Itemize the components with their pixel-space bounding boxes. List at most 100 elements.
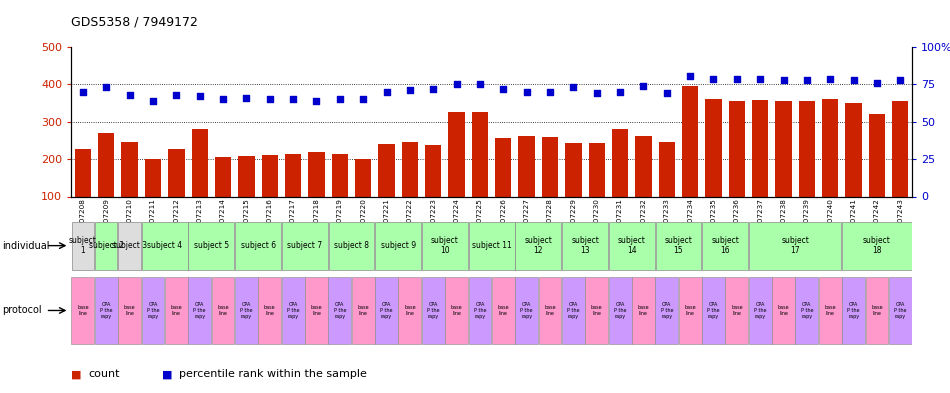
Bar	[468, 222, 515, 270]
Bar	[609, 277, 632, 344]
Point	[730, 75, 745, 82]
Text: CPA
P the
rapy: CPA P the rapy	[333, 302, 346, 319]
Bar	[589, 143, 605, 196]
Bar	[122, 142, 138, 196]
Bar	[749, 277, 771, 344]
Text: CPA
P the
rapy: CPA P the rapy	[521, 302, 533, 319]
Bar	[375, 222, 421, 270]
Bar	[772, 277, 795, 344]
Bar	[729, 101, 745, 196]
Text: CPA
P the
rapy: CPA P the rapy	[754, 302, 767, 319]
Text: CPA
P the
rapy: CPA P the rapy	[847, 302, 860, 319]
Bar	[846, 103, 862, 196]
Text: CPA
P the
rapy: CPA P the rapy	[474, 302, 486, 319]
Bar	[98, 133, 114, 196]
Text: protocol: protocol	[2, 305, 42, 316]
Point	[613, 89, 628, 95]
Text: subject
10: subject 10	[431, 236, 459, 255]
Text: subject 7: subject 7	[287, 241, 322, 250]
Bar	[726, 277, 749, 344]
Point	[309, 98, 324, 104]
Bar	[865, 277, 888, 344]
Bar	[165, 277, 188, 344]
Text: CPA
P the
rapy: CPA P the rapy	[707, 302, 720, 319]
Text: CPA
P the
rapy: CPA P the rapy	[801, 302, 813, 319]
Text: subject 8: subject 8	[334, 241, 369, 250]
Text: subject 9: subject 9	[381, 241, 416, 250]
Bar	[542, 137, 559, 196]
Text: base
line: base line	[871, 305, 883, 316]
Point	[893, 77, 908, 83]
Bar	[869, 114, 885, 196]
Bar	[329, 222, 374, 270]
Bar	[842, 277, 865, 344]
Text: CPA
P the
rapy: CPA P the rapy	[287, 302, 299, 319]
Bar	[71, 277, 94, 344]
Point	[706, 75, 721, 82]
Bar	[468, 277, 491, 344]
Bar	[235, 277, 257, 344]
Text: subject
17: subject 17	[781, 236, 809, 255]
Bar	[422, 222, 467, 270]
Text: subject
18: subject 18	[863, 236, 891, 255]
Bar	[142, 277, 164, 344]
Text: base
line: base line	[544, 305, 556, 316]
Text: subject 5: subject 5	[194, 241, 229, 250]
Point	[589, 90, 604, 97]
Bar	[352, 277, 374, 344]
Point	[355, 96, 370, 103]
Bar	[282, 222, 328, 270]
Point	[472, 81, 487, 88]
Text: CPA
P the
rapy: CPA P the rapy	[240, 302, 253, 319]
Bar	[238, 156, 255, 196]
Point	[449, 81, 465, 88]
Point	[216, 96, 231, 103]
Bar	[168, 149, 184, 196]
Text: subject
13: subject 13	[571, 236, 599, 255]
Bar	[843, 222, 912, 270]
Bar	[71, 222, 94, 270]
Text: percentile rank within the sample: percentile rank within the sample	[179, 369, 367, 379]
Text: count: count	[88, 369, 120, 379]
Text: base
line: base line	[498, 305, 509, 316]
Text: base
line: base line	[778, 305, 789, 316]
Text: subject 2: subject 2	[88, 241, 124, 250]
Text: subject
12: subject 12	[524, 236, 552, 255]
Point	[426, 86, 441, 92]
Text: CPA
P the
rapy: CPA P the rapy	[100, 302, 112, 319]
Point	[566, 84, 581, 91]
Text: base
line: base line	[684, 305, 696, 316]
Bar	[425, 145, 442, 196]
Point	[519, 89, 534, 95]
Text: ■: ■	[71, 369, 82, 379]
Bar	[795, 277, 818, 344]
Bar	[516, 222, 561, 270]
Bar	[495, 138, 511, 196]
Point	[846, 77, 862, 83]
Bar	[188, 277, 211, 344]
Bar	[612, 129, 628, 196]
Bar	[472, 112, 488, 196]
Bar	[448, 112, 465, 196]
Point	[542, 89, 558, 95]
Bar	[799, 101, 815, 196]
Bar	[258, 277, 281, 344]
Bar	[515, 277, 538, 344]
Text: individual: individual	[2, 241, 49, 251]
Bar	[378, 144, 394, 196]
Bar	[446, 277, 468, 344]
Text: CPA
P the
rapy: CPA P the rapy	[380, 302, 392, 319]
Point	[238, 95, 254, 101]
Text: subject
15: subject 15	[664, 236, 693, 255]
Text: base
line: base line	[264, 305, 276, 316]
Bar	[822, 99, 839, 196]
Bar	[422, 277, 445, 344]
Text: subject
16: subject 16	[712, 236, 739, 255]
Text: CPA
P the
rapy: CPA P the rapy	[614, 302, 626, 319]
Text: base
line: base line	[77, 305, 88, 316]
Text: subject 4: subject 4	[147, 241, 182, 250]
Bar	[705, 99, 722, 196]
Text: CPA
P the
rapy: CPA P the rapy	[194, 302, 206, 319]
Bar	[402, 142, 418, 196]
Text: base
line: base line	[825, 305, 836, 316]
